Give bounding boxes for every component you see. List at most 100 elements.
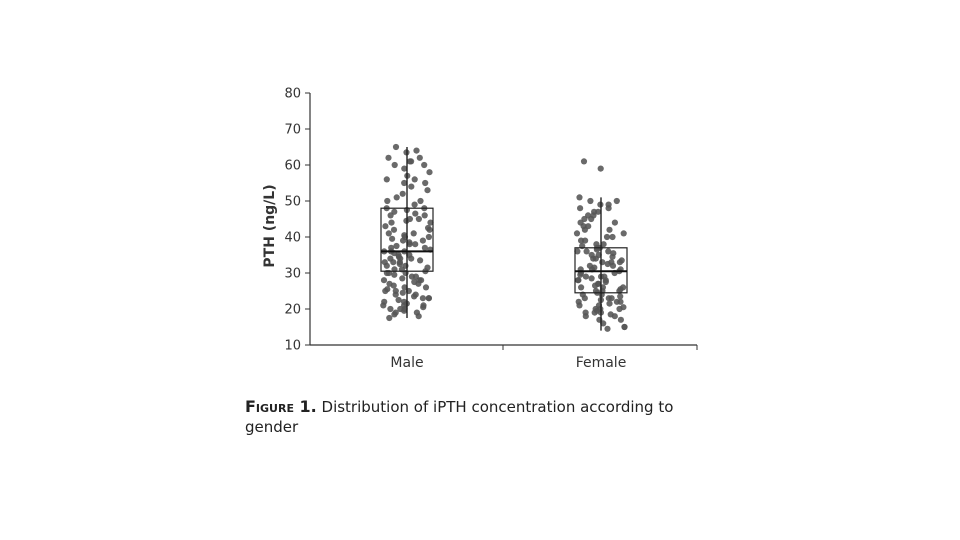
- y-axis-title: PTH (ng/L): [262, 184, 278, 267]
- data-point: [592, 305, 599, 313]
- data-point: [613, 298, 621, 305]
- data-point: [393, 242, 400, 250]
- data-point: [592, 255, 599, 262]
- x-category-label: Male: [390, 355, 423, 371]
- data-point: [604, 325, 611, 332]
- data-point: [582, 237, 589, 244]
- y-tick-label: 10: [284, 339, 301, 354]
- figure-caption: Figure 1. Distribution of iPTH concentra…: [245, 397, 715, 437]
- data-point: [590, 212, 597, 219]
- data-point: [582, 273, 590, 280]
- data-point: [609, 253, 616, 260]
- data-point: [397, 305, 404, 313]
- data-point: [392, 291, 399, 298]
- data-point: [399, 275, 406, 282]
- data-point: [393, 194, 400, 201]
- data-point: [401, 284, 408, 291]
- data-points: [380, 143, 628, 332]
- data-point: [387, 305, 394, 313]
- data-point: [411, 176, 418, 183]
- y-ticks: 10 20 30 40 50 60 70 80: [284, 87, 310, 354]
- data-point: [387, 212, 394, 219]
- data-point: [585, 223, 592, 230]
- data-point: [401, 165, 408, 172]
- data-point: [390, 226, 398, 233]
- data-point: [597, 165, 604, 172]
- data-point: [419, 237, 426, 244]
- data-point: [380, 277, 388, 284]
- data-point: [421, 161, 428, 169]
- data-point: [606, 300, 613, 307]
- data-point: [577, 205, 584, 212]
- x-categories: Male Female: [390, 345, 698, 371]
- data-point: [417, 197, 424, 205]
- y-tick-label: 80: [284, 87, 301, 102]
- y-tick-label: 70: [284, 123, 301, 138]
- data-point: [599, 259, 606, 266]
- data-point: [605, 248, 612, 255]
- data-point: [382, 287, 389, 295]
- data-point: [616, 305, 623, 313]
- data-point: [426, 226, 433, 233]
- data-point: [595, 208, 602, 215]
- data-point: [606, 226, 613, 233]
- data-point: [581, 295, 588, 302]
- data-point: [427, 219, 434, 226]
- data-point: [621, 323, 628, 331]
- data-point: [617, 316, 625, 323]
- y-tick-label: 20: [284, 303, 301, 318]
- data-point: [406, 241, 413, 248]
- data-point: [416, 154, 423, 161]
- box: [380, 207, 434, 272]
- data-point: [583, 248, 590, 255]
- data-point: [611, 219, 619, 226]
- data-point: [581, 215, 588, 223]
- data-point: [413, 309, 420, 316]
- data-point: [575, 298, 582, 305]
- data-point: [381, 298, 388, 305]
- data-point: [588, 251, 595, 259]
- data-point: [397, 255, 404, 262]
- box-plots: [380, 147, 628, 331]
- data-point: [611, 313, 618, 320]
- data-point: [391, 271, 398, 278]
- data-point: [426, 169, 433, 176]
- data-point: [383, 176, 390, 183]
- data-point: [396, 260, 403, 268]
- data-point: [421, 212, 428, 219]
- data-point: [616, 259, 624, 266]
- data-point: [391, 161, 398, 169]
- data-point: [395, 296, 402, 304]
- data-point: [603, 233, 611, 241]
- caption-text: Distribution of iPTH concentration accor…: [245, 398, 674, 436]
- y-tick-label: 40: [284, 231, 301, 246]
- data-point: [412, 273, 419, 280]
- data-point: [390, 259, 397, 266]
- data-point: [386, 314, 393, 322]
- data-point: [415, 215, 422, 223]
- data-point: [412, 210, 419, 217]
- data-point: [424, 187, 431, 194]
- data-point: [385, 154, 392, 161]
- data-point: [600, 241, 607, 248]
- data-point: [408, 158, 415, 165]
- data-point: [574, 248, 581, 255]
- data-point: [617, 293, 624, 300]
- data-point: [401, 179, 408, 187]
- data-point: [420, 302, 427, 309]
- data-point: [410, 230, 417, 237]
- data-point: [381, 259, 388, 266]
- data-point: [422, 179, 429, 187]
- data-point: [421, 244, 428, 251]
- data-point: [613, 197, 620, 205]
- data-point: [582, 309, 589, 316]
- data-point: [604, 260, 611, 268]
- data-point: [412, 241, 419, 248]
- axes: [309, 93, 697, 346]
- data-point: [580, 158, 588, 165]
- data-point: [408, 255, 415, 262]
- y-tick-label: 60: [284, 159, 301, 174]
- figure-label: Figure 1.: [245, 397, 317, 416]
- data-point: [608, 295, 615, 302]
